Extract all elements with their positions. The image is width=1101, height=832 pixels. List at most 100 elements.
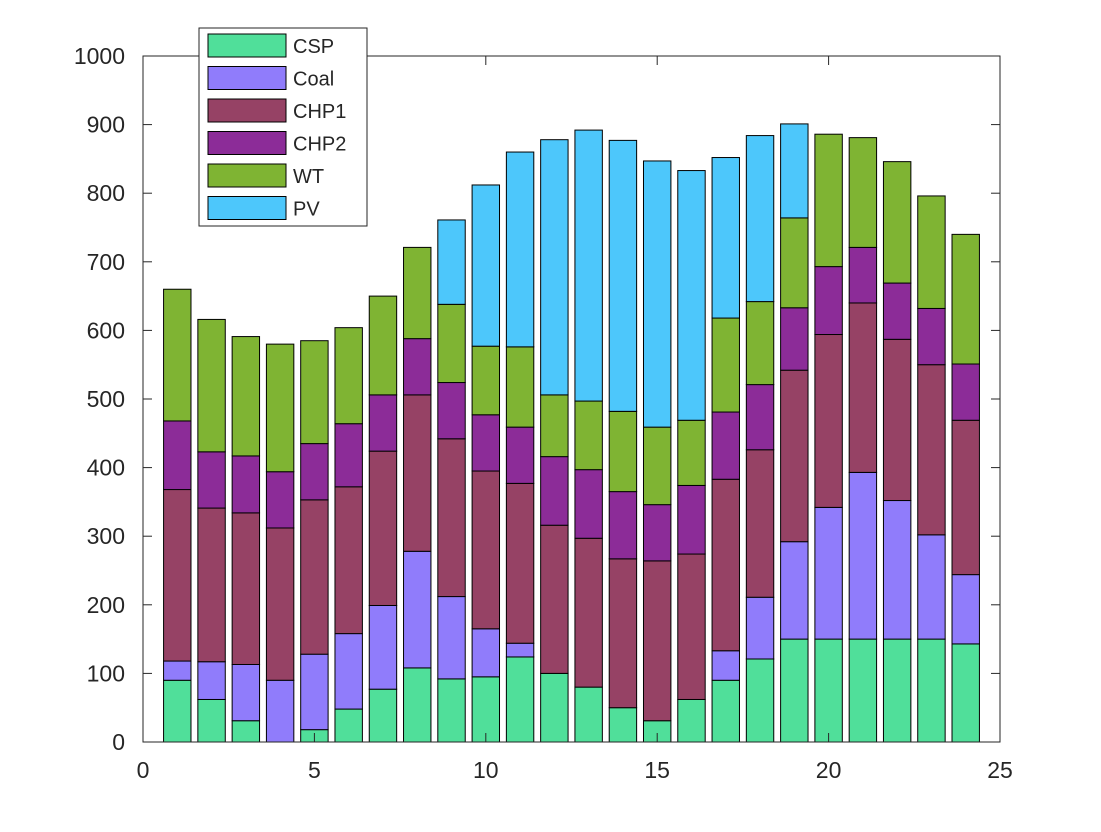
bar-chp2-2 xyxy=(197,451,226,509)
bar-wt-22 xyxy=(882,161,912,284)
bar-chp1-19 xyxy=(780,369,809,543)
bar-chp2-21 xyxy=(848,246,878,304)
bar-chp1-9 xyxy=(437,438,466,598)
bar-csp-24 xyxy=(951,643,980,743)
bar-chp1-6 xyxy=(334,486,363,635)
bar-pv-18 xyxy=(745,135,775,303)
bar-chp1-4 xyxy=(265,527,295,681)
bar-wt-12 xyxy=(540,394,569,458)
bar-chp1-13 xyxy=(574,537,603,688)
bar-coal-4 xyxy=(265,679,295,743)
bar-chp1-23 xyxy=(917,364,946,536)
bar-wt-24 xyxy=(951,233,980,365)
bar-chp2-20 xyxy=(814,266,843,336)
bar-chp1-21 xyxy=(848,302,878,473)
bar-csp-17 xyxy=(711,679,740,743)
bar-pv-10 xyxy=(471,184,501,347)
bar-chp1-14 xyxy=(608,558,638,709)
bar-csp-22 xyxy=(882,638,912,743)
bar-wt-20 xyxy=(814,133,843,268)
bar-csp-13 xyxy=(574,686,603,743)
legend-swatch-wt xyxy=(207,163,287,188)
bar-csp-16 xyxy=(677,698,706,743)
bar-chp1-18 xyxy=(745,449,775,598)
bar-csp-10 xyxy=(471,676,501,743)
bar-chp2-13 xyxy=(574,469,603,539)
bar-pv-11 xyxy=(505,151,535,348)
bar-csp-9 xyxy=(437,678,466,743)
bar-pv-12 xyxy=(540,139,569,396)
legend-swatch-csp xyxy=(207,33,287,58)
y-tick-label: 300 xyxy=(87,523,125,549)
bar-wt-14 xyxy=(608,410,638,493)
bar-chp1-2 xyxy=(197,507,226,663)
bar-chp2-22 xyxy=(882,282,912,340)
bar-chp2-6 xyxy=(334,423,363,488)
bar-wt-1 xyxy=(163,288,192,422)
bar-csp-3 xyxy=(231,720,261,743)
bar-chp2-23 xyxy=(917,307,946,366)
bar-wt-15 xyxy=(642,426,672,506)
bar-chp1-17 xyxy=(711,478,740,652)
y-tick-label: 500 xyxy=(87,386,125,412)
bar-coal-2 xyxy=(197,661,226,700)
bar-coal-22 xyxy=(882,500,912,640)
bar-csp-14 xyxy=(608,707,638,743)
bar-chp2-1 xyxy=(163,420,192,491)
legend-label-chp1: CHP1 xyxy=(293,101,346,123)
bar-wt-11 xyxy=(505,346,535,428)
bar-chp1-1 xyxy=(163,489,192,662)
bar-chp2-19 xyxy=(780,307,809,371)
y-tick-label: 800 xyxy=(87,180,125,206)
bar-wt-13 xyxy=(574,400,603,471)
bar-chp2-15 xyxy=(642,504,672,562)
x-tick-label: 0 xyxy=(137,757,150,783)
bar-chp2-4 xyxy=(265,471,295,529)
bar-wt-5 xyxy=(300,340,329,445)
y-tick-label: 400 xyxy=(87,455,125,481)
bar-wt-17 xyxy=(711,317,740,413)
bar-csp-8 xyxy=(403,667,432,743)
bar-csp-12 xyxy=(540,672,569,743)
bar-chp2-12 xyxy=(540,456,569,526)
x-tick-label: 15 xyxy=(644,757,670,783)
bar-coal-6 xyxy=(334,633,363,710)
bar-coal-20 xyxy=(814,506,843,640)
bar-chp2-8 xyxy=(403,338,432,396)
bar-pv-14 xyxy=(608,139,638,412)
legend-swatch-pv xyxy=(207,196,287,220)
bar-chp1-8 xyxy=(403,394,432,552)
bar-chp1-10 xyxy=(471,470,501,630)
legend-box xyxy=(198,27,368,227)
bar-coal-19 xyxy=(780,541,809,640)
bar-chp1-16 xyxy=(677,553,706,700)
bar-csp-1 xyxy=(163,679,192,743)
x-tick-label: 10 xyxy=(473,757,499,783)
bar-coal-10 xyxy=(471,628,501,678)
bar-pv-16 xyxy=(677,170,706,421)
y-tick-label: 700 xyxy=(87,249,125,275)
bar-pv-13 xyxy=(574,129,603,402)
bar-wt-2 xyxy=(197,318,226,453)
bar-chp1-7 xyxy=(368,450,398,606)
bar-coal-24 xyxy=(951,574,980,645)
bar-wt-21 xyxy=(848,137,878,248)
y-tick-label: 100 xyxy=(87,660,125,686)
bar-chp1-15 xyxy=(642,560,672,722)
bar-csp-21 xyxy=(848,638,878,743)
bar-wt-3 xyxy=(231,336,261,457)
bar-csp-11 xyxy=(505,656,535,743)
legend: CSP Coal CHP1 CHP2 WT PV xyxy=(198,27,368,227)
ticks-layer: 0 5 10 15 20 25 0 100 200 300 400 500 600 700 800 900 10… xyxy=(74,43,1013,783)
bar-coal-7 xyxy=(368,604,398,690)
bar-pv-17 xyxy=(711,157,740,319)
bar-pv-9 xyxy=(437,219,466,305)
bar-chp2-9 xyxy=(437,382,466,440)
bar-wt-16 xyxy=(677,419,706,486)
bar-chp2-14 xyxy=(608,491,638,560)
bar-wt-10 xyxy=(471,345,501,416)
bar-wt-7 xyxy=(368,295,398,396)
bar-chp1-22 xyxy=(882,338,912,502)
